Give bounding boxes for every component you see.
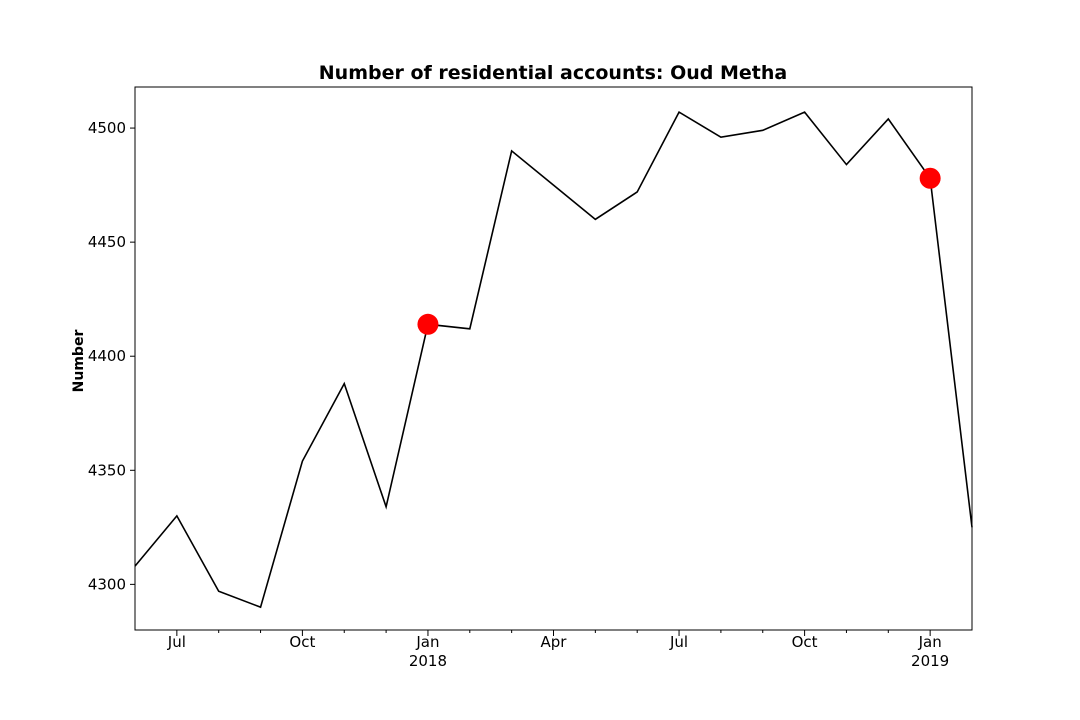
series-line xyxy=(134,110,973,609)
x-tick-label: Jul xyxy=(669,633,688,651)
highlight-marker xyxy=(919,167,941,189)
x-tick-label: Oct xyxy=(289,633,315,651)
y-axis-label: Number xyxy=(71,330,87,393)
y-tick-label: 4300 xyxy=(88,575,126,593)
y-tick-label: 4400 xyxy=(88,347,126,365)
y-axis: 4300 4350 4400 4450 4500 xyxy=(88,119,135,593)
y-tick-label: 4350 xyxy=(88,461,126,479)
highlight-group xyxy=(417,167,941,335)
y-tick-label: 4500 xyxy=(88,119,126,137)
x-tick-label: Jul xyxy=(167,633,186,651)
series-group xyxy=(134,110,973,609)
x-tick-label: Oct xyxy=(792,633,818,651)
y-tick-label: 4450 xyxy=(88,233,126,251)
plot-area-frame xyxy=(134,86,973,631)
x-tick-year-label: 2019 xyxy=(911,652,949,670)
x-tick-label: Apr xyxy=(541,633,568,651)
chart-title: Number of residential accounts: Oud Meth… xyxy=(319,62,787,84)
x-tick-label: Jan xyxy=(918,633,942,651)
x-tick-year-label: 2018 xyxy=(409,652,447,670)
highlight-marker xyxy=(417,313,439,335)
x-tick-label: Jan xyxy=(415,633,439,651)
